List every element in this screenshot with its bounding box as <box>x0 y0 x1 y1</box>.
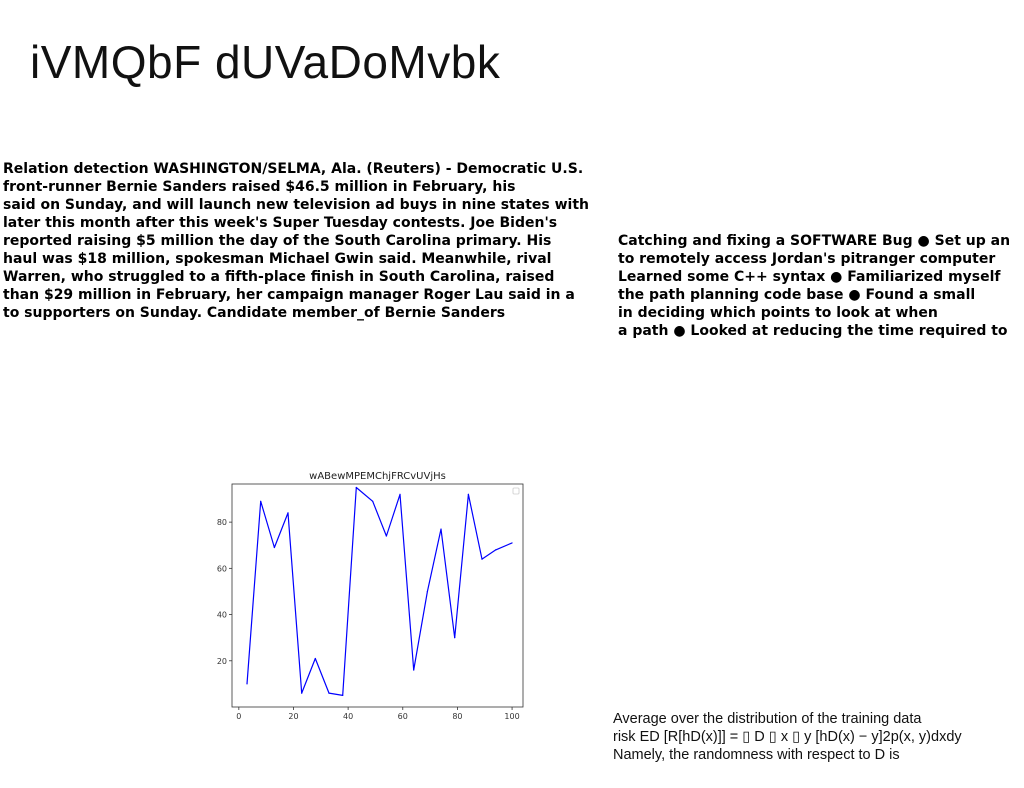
y-tick-label: 40 <box>217 611 227 620</box>
data-point <box>495 549 497 551</box>
data-point <box>372 500 374 502</box>
data-point <box>273 546 275 549</box>
left-paragraph-line: Relation detection WASHINGTON/SELMA, Ala… <box>3 161 584 177</box>
data-point <box>246 683 248 685</box>
data-point <box>413 669 415 671</box>
left-paragraph-line: to supporters on Sunday. Candidate membe… <box>3 305 506 321</box>
x-tick-label: 20 <box>288 712 298 721</box>
left-paragraph-line: later this month after this week's Super… <box>3 215 558 231</box>
data-point <box>314 657 316 660</box>
data-point <box>467 493 469 495</box>
math-note: Average over the distribution of the tra… <box>613 710 1023 764</box>
data-point <box>301 692 303 694</box>
data-point <box>342 694 344 697</box>
data-point <box>260 500 262 502</box>
right-paragraph: Catching and fixing a SOFTWARE Bug ● Set… <box>618 232 1024 340</box>
left-paragraph-line: said on Sunday, and will launch new tele… <box>3 197 589 213</box>
series-line <box>246 486 513 696</box>
math-note-line: Namely, the randomness with respect to D… <box>613 747 900 763</box>
data-point <box>355 486 357 489</box>
data-point <box>440 528 442 530</box>
plot-frame <box>231 483 524 708</box>
left-paragraph-line: than $29 million in February, her campai… <box>3 287 575 303</box>
data-point <box>287 512 289 514</box>
data-point <box>454 637 456 639</box>
y-tick-label: 60 <box>217 564 227 573</box>
x-tick-label: 40 <box>343 712 353 721</box>
line-chart-svg: wABewMPEMChjFRCvUVjHs 0 20 40 60 80 100 20 40 60 8… <box>217 471 524 721</box>
legend-box <box>512 487 520 495</box>
math-note-line: Average over the distribution of the tra… <box>613 711 922 727</box>
right-paragraph-line: in deciding which points to look at when <box>618 305 938 321</box>
left-paragraph-line: front-runner Bernie Sanders raised $46.5… <box>3 179 516 195</box>
x-tick-label: 100 <box>504 712 519 721</box>
left-paragraph-line: haul was $18 million, spokesman Michael … <box>3 251 552 267</box>
right-paragraph-line: a path ● Looked at reducing the time req… <box>618 323 1008 339</box>
line-chart: wABewMPEMChjFRCvUVjHs 0 20 40 60 80 100 20 40 60 8… <box>210 466 530 726</box>
data-point <box>511 542 513 544</box>
x-tick-label: 80 <box>452 712 462 721</box>
right-paragraph-line: the path planning code base ● Found a sm… <box>618 287 976 303</box>
x-tick-label: 60 <box>398 712 408 721</box>
data-point <box>385 535 387 537</box>
data-point <box>426 590 428 593</box>
data-point <box>399 493 401 495</box>
right-paragraph-line: Catching and fixing a SOFTWARE Bug ● Set… <box>618 233 1011 249</box>
left-paragraph-line: Warren, who struggled to a fifth-place f… <box>3 269 555 285</box>
page-title: iVMQbF dUVaDoMvbk <box>30 36 501 88</box>
data-point <box>481 558 483 560</box>
left-paragraph: Relation detection WASHINGTON/SELMA, Ala… <box>3 160 613 322</box>
y-tick-label: 20 <box>217 657 227 666</box>
right-paragraph-line: to remotely access Jordan's pitranger co… <box>618 251 996 267</box>
data-point <box>328 692 330 694</box>
y-tick-label: 80 <box>217 518 227 527</box>
left-paragraph-line: reported raising $5 million the day of t… <box>3 233 552 249</box>
right-paragraph-line: Learned some C++ syntax ● Familiarized m… <box>618 269 1001 285</box>
chart-title: wABewMPEMChjFRCvUVjHs <box>309 471 446 482</box>
math-note-line: risk ED [R[hD(x)]] = ▯ D ▯ x ▯ y [hD(x) … <box>613 729 962 745</box>
x-tick-label: 0 <box>236 712 241 721</box>
